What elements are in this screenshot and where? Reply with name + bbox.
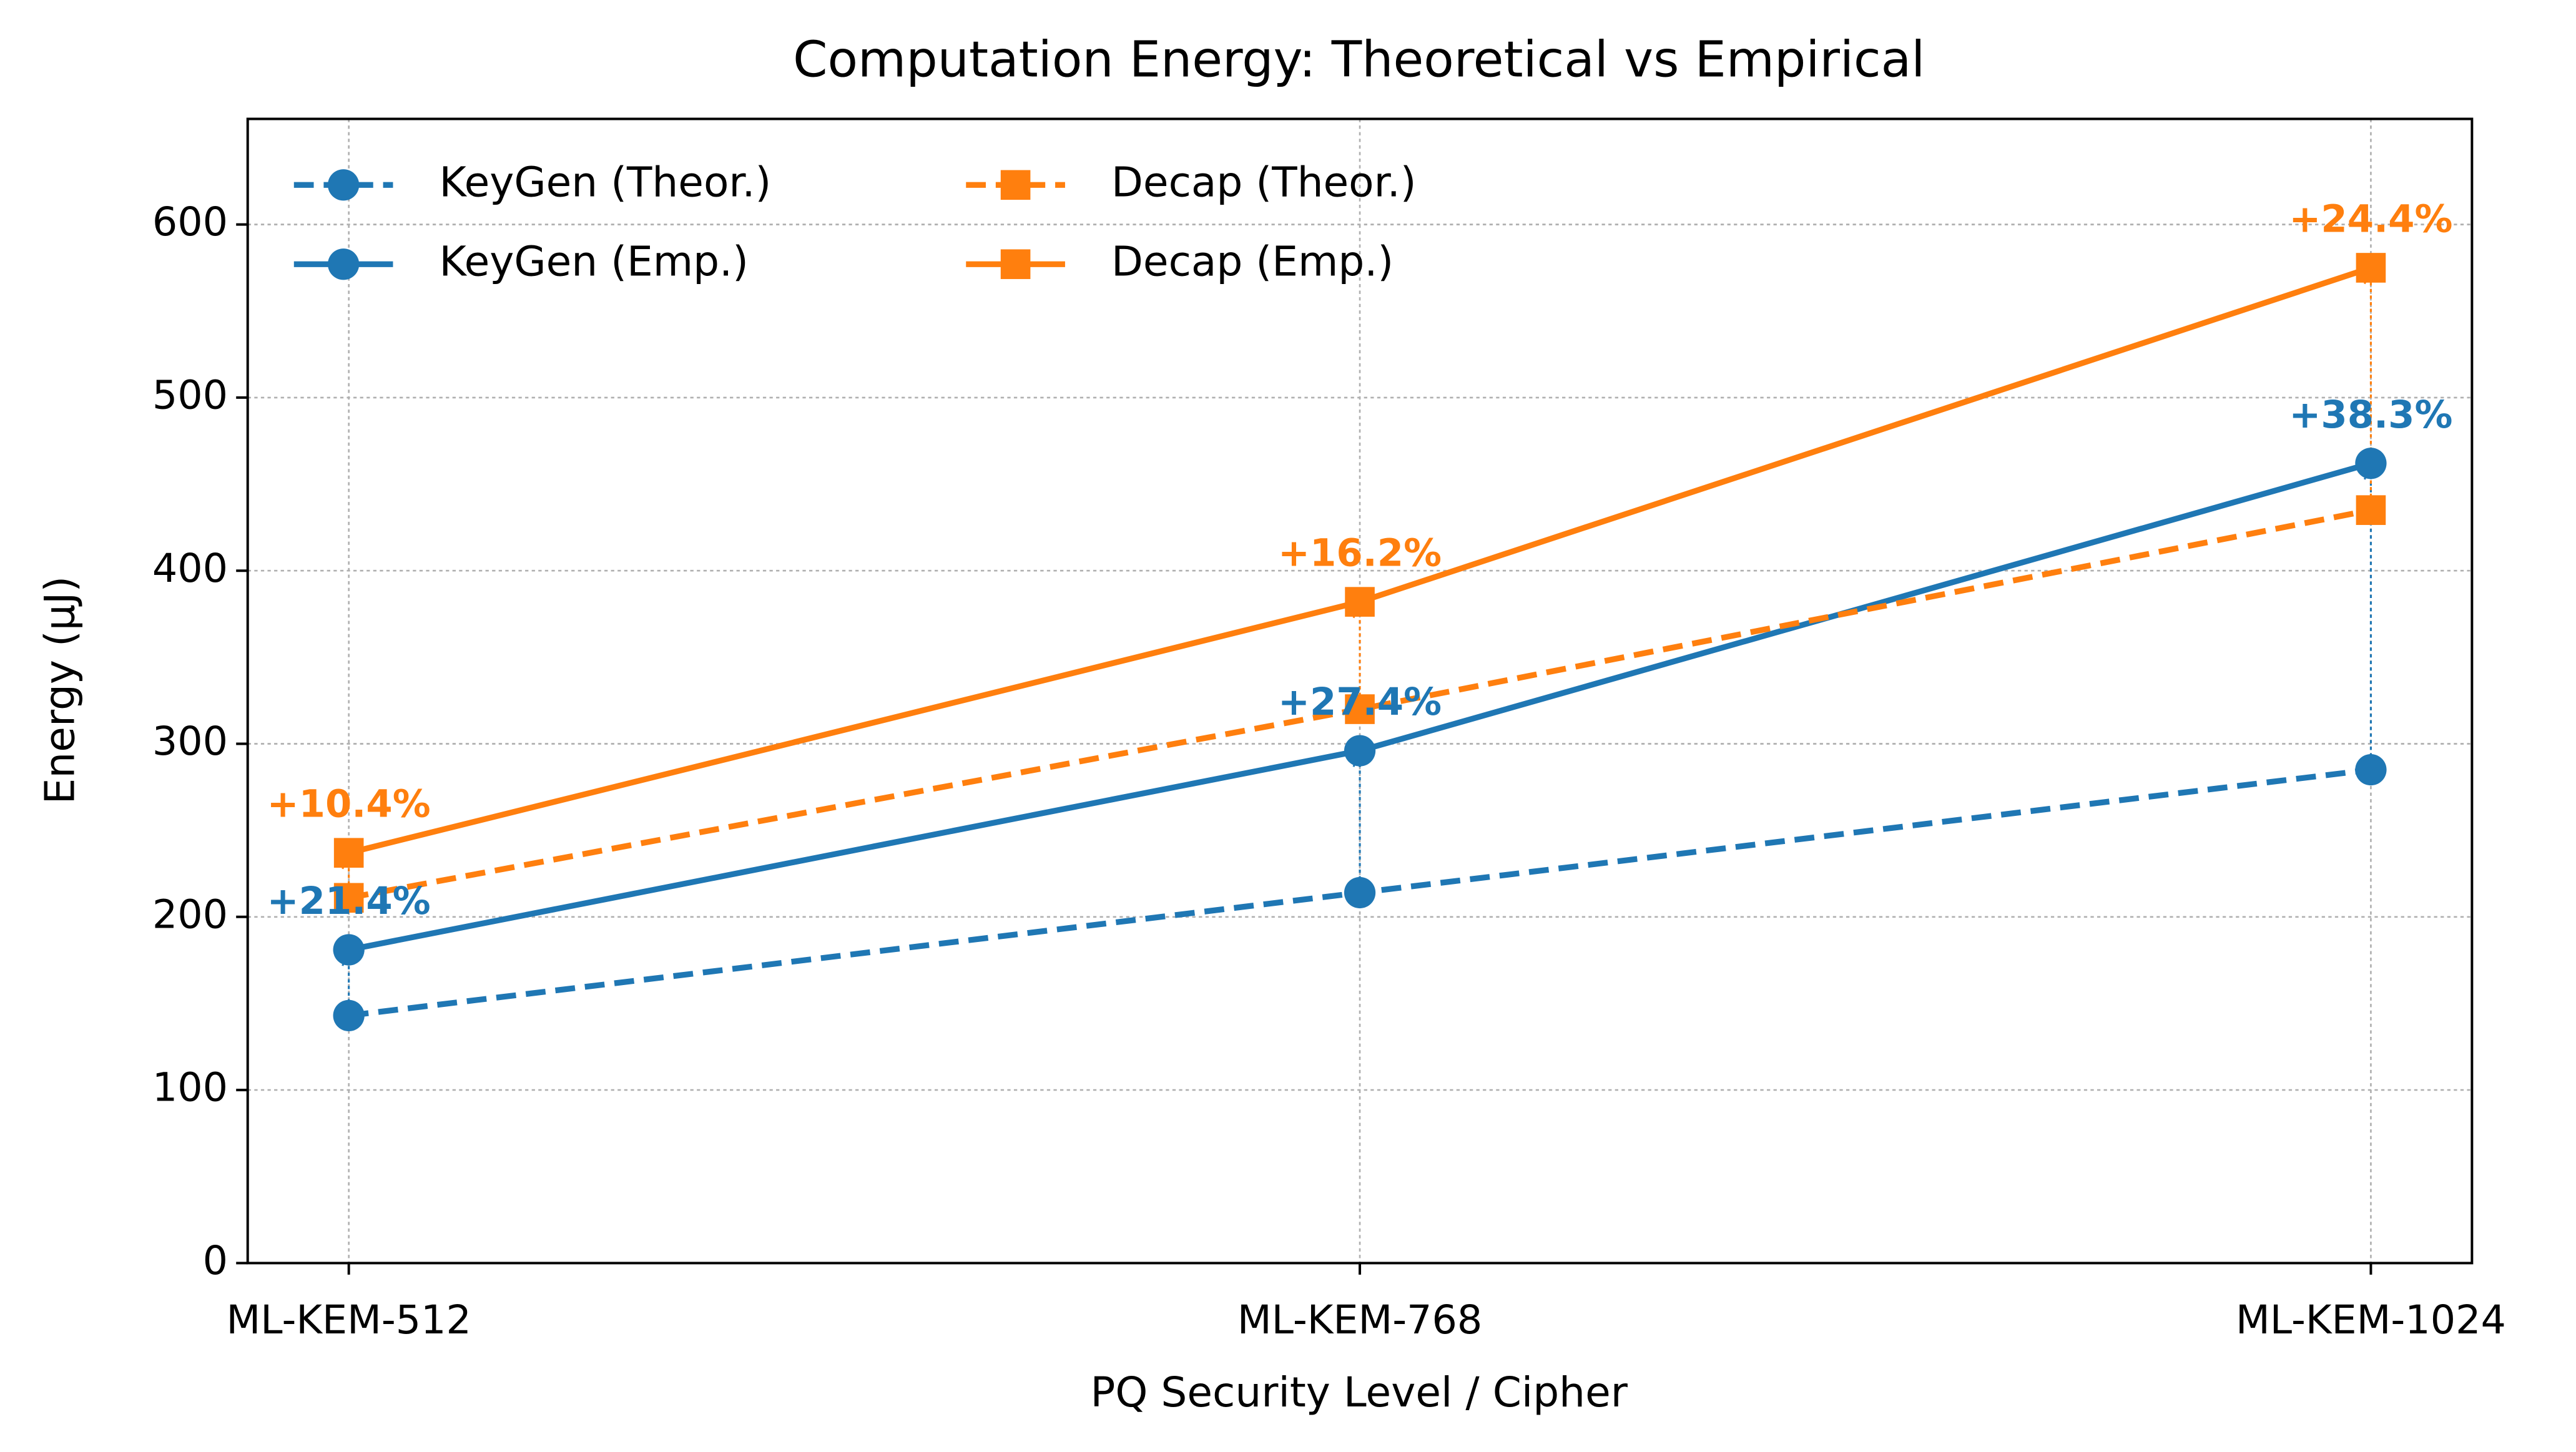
data-point <box>333 999 365 1031</box>
legend-marker <box>328 169 360 201</box>
chart-title: Computation Energy: Theoretical vs Empir… <box>793 31 1925 89</box>
y-tick-label: 300 <box>152 718 228 764</box>
y-axis-label: Energy (μJ) <box>36 576 84 805</box>
y-tick-label: 600 <box>152 199 228 245</box>
legend-label: KeyGen (Theor.) <box>440 158 772 206</box>
data-point <box>333 934 365 966</box>
data-point <box>2356 495 2386 525</box>
annotation: +16.2% <box>1278 532 1442 576</box>
data-point <box>1345 694 1375 724</box>
legend-marker <box>328 248 360 280</box>
annotation: +27.4% <box>1278 680 1442 724</box>
y-tick-label: 0 <box>203 1237 228 1283</box>
x-tick-label: ML-KEM-512 <box>226 1297 471 1343</box>
data-point <box>2356 253 2386 283</box>
data-point <box>333 883 364 913</box>
annotation: +21.4% <box>267 880 431 923</box>
y-tick-label: 500 <box>152 371 228 418</box>
y-tick-label: 200 <box>152 891 228 937</box>
x-tick-label: ML-KEM-768 <box>1237 1297 1482 1343</box>
legend-label: Decap (Theor.) <box>1111 158 1417 206</box>
annotation: +38.3% <box>2289 393 2452 437</box>
data-point <box>1344 876 1376 909</box>
legend-marker <box>1000 249 1031 280</box>
data-point <box>333 838 364 868</box>
data-point <box>1344 735 1376 767</box>
data-point <box>2355 448 2387 479</box>
x-tick-label: ML-KEM-1024 <box>2236 1297 2506 1343</box>
x-axis-label: PQ Security Level / Cipher <box>1090 1368 1628 1416</box>
legend-label: Decap (Emp.) <box>1111 237 1394 285</box>
y-tick-label: 400 <box>152 545 228 591</box>
legend-label: KeyGen (Emp.) <box>440 237 749 285</box>
legend-marker <box>1000 170 1031 200</box>
y-tick-label: 100 <box>152 1064 228 1111</box>
plot-frame <box>246 117 2474 1265</box>
data-point <box>2355 753 2387 786</box>
annotation: +24.4% <box>2289 197 2452 241</box>
annotation: +10.4% <box>267 783 431 827</box>
data-point <box>1345 587 1375 617</box>
